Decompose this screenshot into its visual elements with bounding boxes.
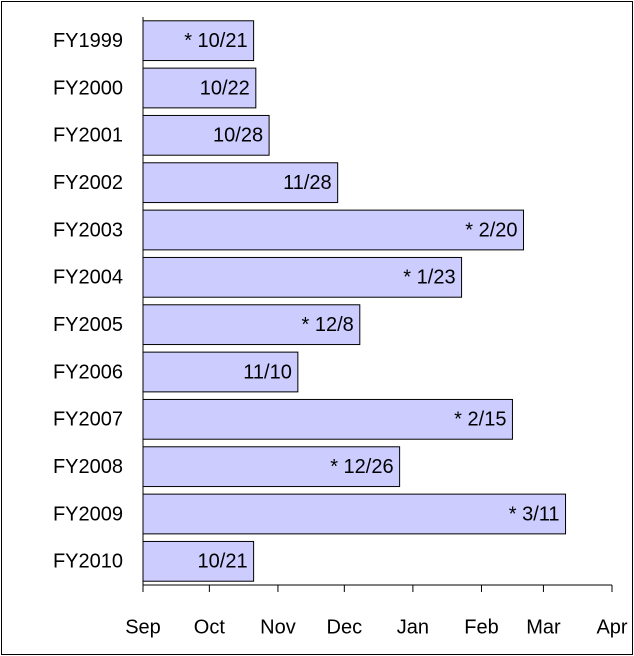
bar <box>142 162 339 204</box>
y-tick-label: FY2002 <box>53 172 123 194</box>
value-label: 11/28 <box>283 172 332 194</box>
x-tick-label: Jan <box>397 616 429 638</box>
y-tick-label: FY2008 <box>53 456 123 478</box>
bar <box>142 446 401 488</box>
y-tick-label: FY2004 <box>53 267 123 289</box>
y-tick-label: FY2005 <box>53 314 123 336</box>
x-tick-label: Dec <box>327 616 363 638</box>
value-label: 10/28 <box>213 125 263 147</box>
bar <box>142 256 463 298</box>
x-tick-label: Oct <box>194 616 226 638</box>
y-tick-label: FY2000 <box>53 77 123 99</box>
bar <box>142 114 270 156</box>
value-label: 11/10 <box>243 361 292 383</box>
bar <box>142 493 567 535</box>
y-tick-label: FY2009 <box>53 503 123 525</box>
bar <box>142 398 513 440</box>
x-tick-label: Sep <box>125 616 161 638</box>
x-tick-label: Apr <box>596 616 627 638</box>
y-tick-label: FY2003 <box>53 219 123 241</box>
value-label: * 2/15 <box>454 409 506 431</box>
bar <box>142 540 255 582</box>
x-tick-label: Mar <box>526 616 561 638</box>
value-label: * 3/11 <box>509 503 560 525</box>
y-tick-label: FY2007 <box>53 409 123 431</box>
y-tick-label: FY2010 <box>53 551 123 573</box>
bar <box>142 67 257 109</box>
value-label: * 1/23 <box>403 267 455 289</box>
y-tick-label: FY2006 <box>53 361 123 383</box>
x-tick-label: Feb <box>464 616 498 638</box>
value-label: * 12/26 <box>330 456 393 478</box>
value-label: 10/22 <box>200 77 250 99</box>
x-tick-label: Nov <box>260 616 296 638</box>
y-tick-label: FY2001 <box>53 125 123 147</box>
bar <box>142 209 525 251</box>
value-label: * 2/20 <box>465 219 517 241</box>
y-tick-label: FY1999 <box>53 30 123 52</box>
value-label: * 12/8 <box>302 314 354 336</box>
value-label: 10/21 <box>198 551 248 573</box>
value-label: * 10/21 <box>184 30 247 52</box>
bar <box>142 20 255 62</box>
